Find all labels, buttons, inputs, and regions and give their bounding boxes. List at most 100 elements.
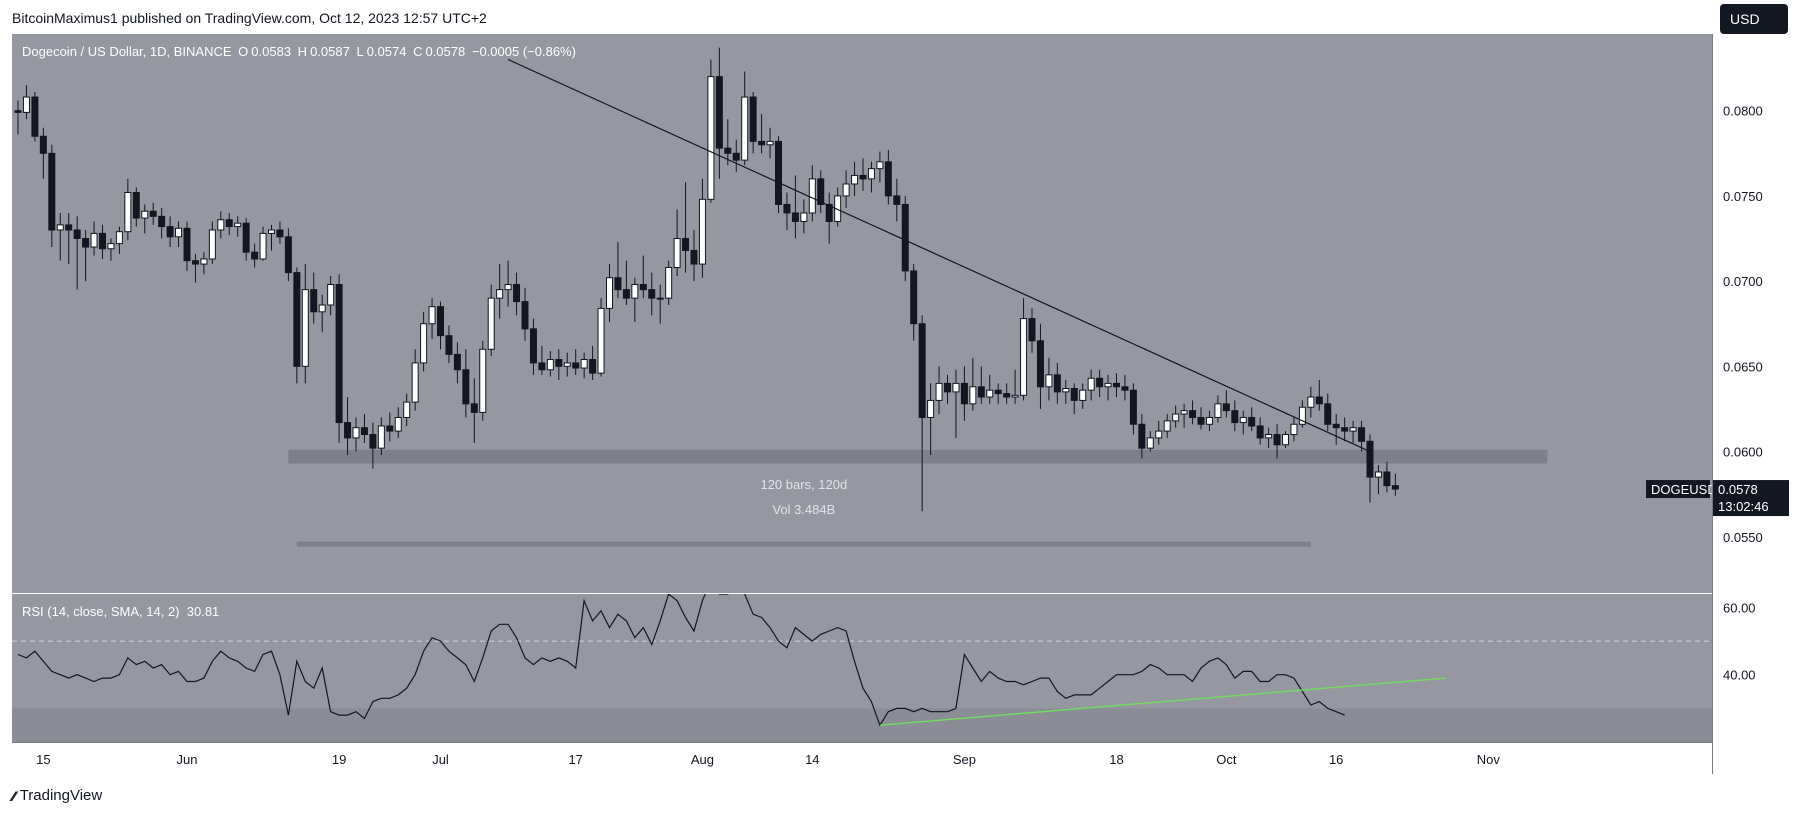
price-axis-svg[interactable]: 0.0800 0.0750 0.0700 0.0650 0.0600 0.0550 0.05… — [1713, 34, 1793, 774]
candle-up — [563, 362, 571, 367]
candle-up — [1239, 416, 1247, 424]
rsi-chart-svg[interactable] — [12, 594, 1712, 742]
candle-down — [825, 203, 833, 222]
legend-high-value: 0.0587 — [310, 44, 350, 59]
candle-down — [149, 210, 157, 217]
candle-up — [1172, 413, 1180, 422]
candle-down — [1070, 387, 1078, 401]
candle-up — [656, 297, 664, 300]
candle-up — [800, 212, 808, 222]
time-axis[interactable]: 15 Jun 19 Jul 17 Aug 14 Sep 18 Oct 16 Nov — [12, 742, 1712, 775]
candle-down — [453, 353, 461, 371]
candle-down — [1383, 471, 1391, 487]
candle-down — [1273, 434, 1281, 446]
candle-down — [1341, 427, 1349, 432]
candle-down — [183, 227, 191, 262]
candle-down — [775, 140, 782, 205]
candle-up — [22, 96, 30, 113]
candle-up — [411, 362, 419, 403]
price-chart-svg[interactable]: 120 bars, 120d Vol 3.484B DOGEUSD — [12, 34, 1712, 593]
time-tick-label: Jul — [432, 752, 449, 767]
candle-down — [191, 260, 199, 265]
time-tick-label: Jun — [177, 752, 198, 767]
symbol-tag-bg — [1646, 480, 1710, 499]
time-axis-svg[interactable]: 15 Jun 19 Jul 17 Aug 14 Sep 18 Oct 16 Nov — [12, 743, 1712, 775]
rsi-legend: RSI (14, close, SMA, 14, 2) 30.81 — [22, 604, 219, 619]
candle-down — [99, 232, 106, 250]
candle-down — [648, 289, 656, 299]
candle-down — [994, 389, 1002, 395]
legend-symbol: Dogecoin / US Dollar, 1D, BINANCE — [22, 44, 232, 59]
price-pane[interactable]: 120 bars, 120d Vol 3.484B DOGEUSD Dogecoin… — [12, 34, 1712, 593]
rsi-pane[interactable]: RSI (14, close, SMA, 14, 2) 30.81 — [12, 594, 1712, 742]
price-tick-label: 0.0800 — [1723, 104, 1763, 119]
candle-up — [377, 425, 385, 449]
candle-down — [1248, 416, 1256, 427]
candle-down — [1121, 386, 1129, 391]
candle-down — [344, 422, 352, 439]
candle-down — [386, 425, 394, 432]
tradingview-logo[interactable]: ⁄⁄ TradingView — [12, 787, 102, 804]
time-tick-label: 18 — [1109, 752, 1123, 767]
candle-up — [141, 210, 149, 219]
candle-down — [39, 135, 47, 154]
rsi-tick-label: 40.00 — [1723, 668, 1756, 683]
rsi-legend-label: RSI (14, close, SMA, 14, 2) — [22, 604, 180, 619]
candle-down — [622, 289, 630, 299]
candle-up — [707, 76, 715, 200]
candle-down — [817, 178, 825, 205]
candle-down — [1231, 410, 1239, 424]
candle-up — [1307, 396, 1315, 408]
candle-down — [639, 284, 647, 291]
price-tick-label: 0.0550 — [1723, 530, 1763, 545]
publisher-header: BitcoinMaximus1 published on TradingView… — [12, 10, 487, 26]
legend-low-label: L — [356, 44, 364, 59]
price-tick-label: 0.0650 — [1723, 359, 1763, 374]
candle-down — [293, 272, 301, 367]
candle-down — [1053, 374, 1061, 393]
price-tick-label: 0.0600 — [1723, 445, 1763, 460]
candle-down — [690, 249, 698, 265]
legend-open-value: 0.0583 — [251, 44, 292, 59]
chart-frame[interactable]: 120 bars, 120d Vol 3.484B DOGEUSD Dogecoin… — [12, 34, 1793, 775]
candle-down — [791, 212, 799, 222]
price-tag-countdown: 13:02:46 — [1718, 499, 1769, 514]
candle-down — [1391, 485, 1399, 490]
rsi-tick-label: 60.00 — [1723, 600, 1756, 615]
rsi-line — [17, 594, 1345, 727]
price-axis[interactable]: 0.0800 0.0750 0.0700 0.0650 0.0600 0.0550 0.05… — [1712, 34, 1793, 774]
candle-up — [420, 323, 428, 364]
candle-down — [944, 382, 951, 393]
candle-down — [1315, 396, 1323, 405]
measure-box-bottom — [296, 541, 1311, 547]
candle-up — [597, 307, 605, 374]
candle-down — [14, 110, 22, 113]
candle-up — [259, 232, 267, 260]
candle-up — [969, 386, 977, 405]
candle-up — [842, 183, 850, 197]
candle-up — [1282, 434, 1289, 446]
candle-down — [572, 362, 580, 369]
candle-up — [318, 304, 326, 313]
candle-down — [369, 434, 377, 449]
candle-down — [65, 224, 73, 231]
candle-up — [200, 258, 208, 265]
currency-button[interactable]: USD — [1720, 4, 1788, 34]
time-tick-label: Sep — [953, 752, 976, 767]
candle-up — [479, 348, 487, 413]
candle-up — [504, 284, 512, 291]
candle-up — [546, 359, 554, 371]
candle-down — [284, 236, 292, 274]
candle-down — [783, 203, 791, 214]
candle-down — [225, 219, 233, 228]
legend-open-label: O — [238, 44, 249, 59]
candle-up — [175, 227, 183, 238]
candle-down — [445, 335, 453, 355]
candle-down — [724, 147, 732, 154]
candle-up — [234, 222, 242, 228]
candle-up — [606, 277, 613, 309]
candle-down — [310, 289, 318, 313]
candle-up — [952, 382, 960, 393]
measure-bars-label: 120 bars, 120d — [760, 477, 847, 492]
candle-down — [758, 140, 766, 146]
